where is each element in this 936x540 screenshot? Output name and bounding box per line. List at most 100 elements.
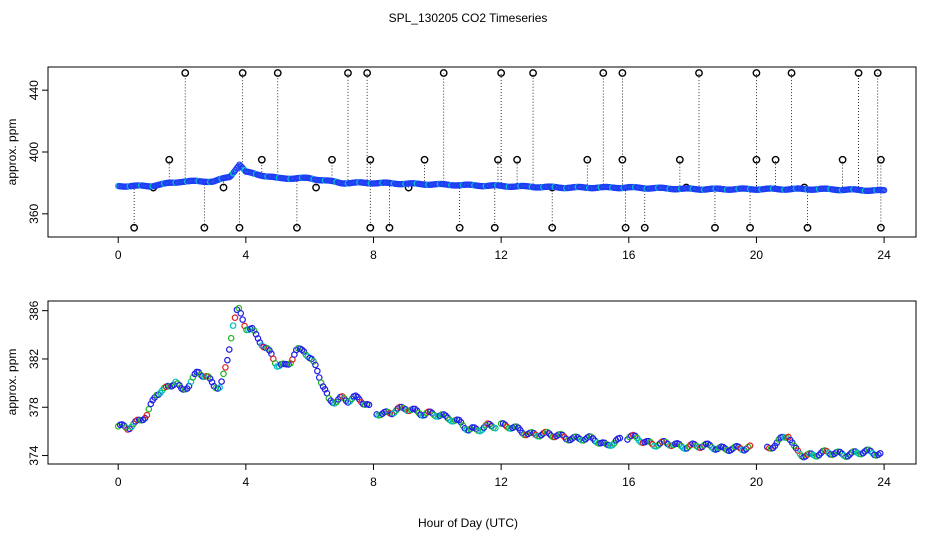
p1-xtick-label-5: 20	[750, 475, 764, 489]
spike-point-2-1	[200, 223, 209, 232]
spike-point-0-0	[181, 69, 190, 77]
smoothed-point	[859, 449, 867, 457]
smoothed-point	[231, 314, 239, 322]
smoothed-point	[229, 322, 237, 329]
panel-top-frame	[47, 66, 917, 238]
smoothed-point	[143, 411, 151, 419]
smoothed-point	[338, 393, 346, 400]
spike-point-0-12	[787, 69, 796, 77]
smoothed-point	[559, 431, 566, 439]
spike-point-3-2	[312, 183, 320, 192]
spike-point-1-1	[257, 155, 266, 164]
smoothed-point	[538, 431, 545, 439]
spike-point-1-6	[513, 155, 522, 164]
p1-xtick-label-1: 4	[243, 475, 250, 489]
smoothed-point	[315, 374, 323, 381]
smoothed-point	[662, 438, 670, 446]
spike-point-1-7	[583, 155, 592, 164]
p0-xtick-label-0: 0	[115, 248, 122, 262]
smoothed-point	[492, 424, 499, 432]
p1-ytick-label-1: 378	[27, 397, 41, 417]
smoothed-point	[310, 357, 317, 365]
spike-point-0-4	[363, 69, 372, 77]
smoothed-point	[876, 450, 884, 457]
x-axis-label: Hour of Day (UTC)	[418, 516, 518, 530]
smoothed-point	[139, 416, 147, 424]
smoothed-point	[654, 442, 662, 449]
panel-bottom-marks	[114, 304, 884, 461]
smoothed-point	[224, 356, 231, 364]
smoothed-point	[227, 334, 235, 342]
spike-point-0-2	[273, 69, 282, 77]
p0-xtick-label-1: 4	[243, 248, 250, 262]
spike-point-0-3	[344, 69, 352, 77]
smoothed-point	[218, 378, 225, 385]
spike-point-2-0	[130, 223, 139, 232]
spike-point-0-13	[854, 69, 863, 77]
baseline-point	[880, 187, 888, 194]
smoothed-point	[409, 405, 417, 413]
smoothed-point	[365, 401, 373, 409]
smoothed-point	[846, 451, 853, 458]
spike-point-1-12	[838, 155, 847, 164]
smoothed-point	[457, 418, 465, 426]
smoothed-point	[216, 384, 223, 391]
p1-ytick-label-0: 374	[27, 445, 41, 465]
smoothed-point	[342, 397, 350, 404]
p0-ytick-label-1: 400	[27, 142, 41, 162]
spike-point-1-10	[752, 155, 761, 164]
spike-point-2-13	[803, 223, 812, 232]
p1-xtick-label-0: 0	[115, 475, 122, 489]
spike-point-2-4	[366, 223, 375, 232]
p0-ytick-label-2: 440	[27, 80, 41, 100]
spike-point-1-9	[675, 155, 684, 164]
spike-point-1-8	[618, 155, 627, 164]
smoothed-point	[155, 391, 162, 399]
smoothed-point	[298, 346, 306, 354]
p0-xtick-label-5: 20	[750, 248, 764, 262]
spike-point-0-9	[618, 69, 627, 77]
p1-xtick-label-6: 24	[877, 475, 891, 489]
panel-bottom-ylabel: approx. ppm	[5, 349, 19, 416]
smoothed-point	[237, 310, 245, 317]
smoothed-point	[225, 346, 233, 353]
smoothed-point	[239, 316, 246, 323]
smoothed-point	[587, 433, 595, 441]
smoothed-point	[616, 434, 624, 442]
panel-top-ylabel: approx. ppm	[5, 119, 19, 186]
smoothed-point	[823, 447, 830, 455]
smoothed-point	[266, 347, 273, 354]
spike-point-0-5	[439, 69, 448, 77]
smoothed-point	[647, 438, 654, 446]
spike-point-1-4	[420, 155, 429, 164]
smoothed-point	[742, 445, 750, 453]
smoothed-point	[608, 441, 616, 449]
p0-xtick-label-2: 8	[370, 248, 377, 262]
smoothed-point	[222, 364, 229, 371]
spike-point-0-8	[599, 69, 608, 77]
smoothed-point	[145, 405, 153, 413]
smoothed-point	[174, 380, 181, 387]
smoothed-point	[501, 421, 509, 429]
smoothed-point	[421, 411, 428, 419]
p1-ytick-label-2: 382	[27, 349, 41, 369]
spike-point-2-10	[640, 223, 649, 232]
spike-point-0-6	[497, 69, 506, 77]
smoothed-point	[189, 374, 197, 381]
spike-point-2-5	[385, 223, 394, 232]
spike-point-3-1	[219, 183, 228, 192]
spike-point-2-6	[455, 223, 464, 232]
spike-point-2-14	[876, 223, 885, 232]
p0-xtick-label-6: 24	[877, 248, 891, 262]
smoothed-point	[486, 420, 493, 428]
panel-bottom-axes: 0 4 8 12 16 20 24 374 378 382 386	[27, 300, 891, 489]
spike-point-2-8	[548, 223, 557, 232]
spike-point-1-2	[328, 155, 336, 164]
p1-xtick-label-2: 8	[370, 475, 377, 489]
spike-point-1-13	[876, 155, 885, 164]
smoothed-point	[250, 327, 258, 334]
p1-ytick-label-3: 386	[27, 300, 41, 320]
spike-point-1-5	[494, 155, 502, 164]
spike-point-1-0	[165, 155, 174, 164]
